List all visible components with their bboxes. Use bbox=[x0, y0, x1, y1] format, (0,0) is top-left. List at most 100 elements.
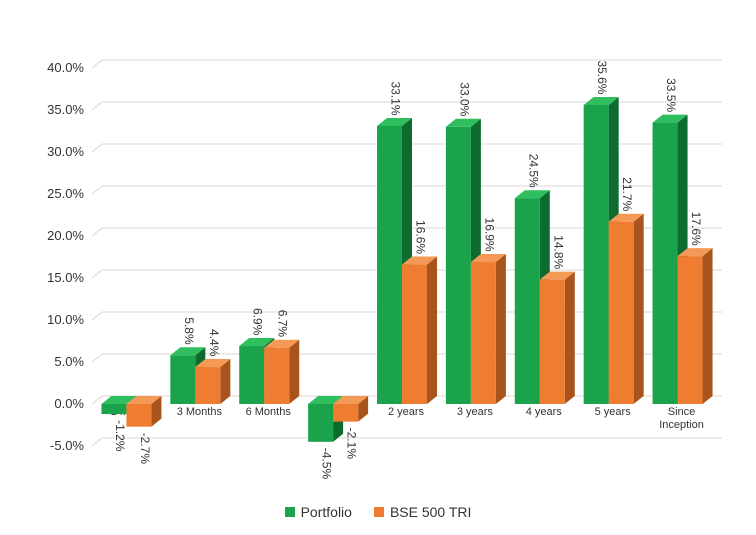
y-tick-label: 40.0% bbox=[47, 60, 84, 75]
data-label: 6.7% bbox=[276, 310, 290, 338]
data-label: 14.8% bbox=[551, 235, 565, 269]
bar-front bbox=[677, 256, 703, 404]
legend-label-bse500: BSE 500 TRI bbox=[389, 504, 472, 520]
bar-front bbox=[445, 126, 471, 405]
bar-front bbox=[101, 404, 127, 415]
data-label: 16.9% bbox=[482, 218, 496, 252]
bar-front bbox=[514, 198, 540, 404]
gridline-depth bbox=[91, 143, 103, 153]
bar-front bbox=[333, 404, 359, 422]
data-label: 16.6% bbox=[414, 220, 428, 254]
y-tick-label: 10.0% bbox=[47, 312, 84, 327]
legend-swatch-bse500 bbox=[373, 507, 384, 517]
bar-side bbox=[358, 396, 369, 422]
data-label: 17.6% bbox=[689, 212, 703, 246]
bar-top bbox=[264, 339, 300, 348]
bar-bse500 bbox=[677, 248, 713, 404]
x-tick-label: Inception bbox=[659, 419, 704, 431]
bar-side bbox=[633, 213, 644, 404]
legend: Portfolio BSE 500 TRI bbox=[0, 504, 756, 520]
x-tick-label: 2 years bbox=[388, 406, 425, 418]
bar-top bbox=[445, 118, 481, 127]
gridline-depth bbox=[91, 227, 103, 237]
bar-side bbox=[427, 256, 437, 404]
data-label: 6.9% bbox=[251, 308, 265, 336]
gridline-depth bbox=[91, 437, 103, 447]
bar-top bbox=[101, 396, 137, 404]
x-tick-label: 6 Months bbox=[246, 406, 292, 418]
bar-top bbox=[239, 338, 275, 347]
data-label: 33.0% bbox=[457, 82, 471, 116]
bar-bse500 bbox=[470, 254, 506, 404]
bar-side bbox=[495, 254, 506, 404]
bar-top bbox=[608, 213, 644, 222]
y-tick-label: 5.0% bbox=[54, 354, 84, 369]
gridline-depth bbox=[91, 395, 103, 405]
data-label: 24.5% bbox=[526, 154, 540, 188]
bar-front bbox=[126, 404, 152, 427]
bar-front bbox=[308, 404, 334, 442]
bar-front bbox=[239, 346, 265, 404]
y-tick-label: -5.0% bbox=[50, 438, 84, 453]
bar-top bbox=[126, 396, 162, 404]
bar-bse500 bbox=[333, 396, 369, 422]
bar-top bbox=[195, 359, 231, 368]
bar-front bbox=[264, 347, 290, 404]
legend-item-portfolio: Portfolio bbox=[284, 504, 352, 520]
bar-front bbox=[377, 125, 402, 405]
bar-top bbox=[583, 96, 619, 105]
bar-front bbox=[652, 122, 678, 404]
bar-top bbox=[539, 271, 575, 280]
bar-front bbox=[539, 279, 565, 404]
data-label: 33.1% bbox=[389, 81, 403, 115]
bar-bse500 bbox=[126, 396, 162, 427]
data-label: 4.4% bbox=[207, 329, 221, 357]
x-tick-label: 3 years bbox=[457, 406, 494, 418]
x-tick-label: 5 years bbox=[595, 406, 632, 418]
bar-top bbox=[677, 248, 713, 257]
y-tick-label: 25.0% bbox=[47, 186, 84, 201]
gridline-depth bbox=[91, 353, 103, 363]
bar-top bbox=[652, 114, 688, 123]
bar-front bbox=[583, 104, 609, 405]
bar-side bbox=[220, 359, 231, 404]
y-tick-label: 0.0% bbox=[54, 396, 84, 411]
gridline-depth bbox=[91, 269, 103, 279]
bar-front bbox=[195, 367, 221, 404]
bar-top bbox=[308, 396, 344, 404]
legend-item-bse500: BSE 500 TRI bbox=[373, 504, 472, 520]
bar-top bbox=[470, 254, 506, 263]
bar-bse500 bbox=[539, 271, 575, 404]
bars bbox=[101, 96, 713, 442]
bar-side bbox=[702, 248, 713, 404]
gridline-depth bbox=[91, 101, 103, 111]
data-label: -2.7% bbox=[138, 433, 152, 465]
gridline-depth bbox=[91, 185, 103, 195]
x-tick-label: Since bbox=[668, 406, 696, 418]
x-tick-label: 3 Months bbox=[177, 406, 223, 418]
bar-front bbox=[608, 221, 634, 404]
data-label: 35.6% bbox=[595, 60, 609, 94]
legend-label-portfolio: Portfolio bbox=[300, 504, 352, 520]
y-tick-label: 20.0% bbox=[47, 228, 84, 243]
y-tick-label: 30.0% bbox=[47, 144, 84, 159]
gridline-depth bbox=[91, 311, 103, 321]
bar-bse500 bbox=[608, 213, 644, 404]
y-tick-label: 35.0% bbox=[47, 102, 84, 117]
bar-top bbox=[333, 396, 369, 404]
bar-front bbox=[170, 355, 196, 404]
gridline-depth bbox=[91, 59, 103, 69]
bar-top bbox=[170, 347, 206, 356]
data-label: -2.1% bbox=[345, 428, 359, 460]
chart: -5.0% 0.0% 5.0% 10.0% 15.0% 20.0% 25.0% 30.0% 35… bbox=[47, 59, 722, 479]
bar-top bbox=[402, 256, 437, 265]
y-axis: -5.0% 0.0% 5.0% 10.0% 15.0% 20.0% 25.0% 30.0% 35… bbox=[47, 60, 84, 453]
bar-front bbox=[402, 264, 427, 404]
y-tick-label: 15.0% bbox=[47, 270, 84, 285]
data-labels: -1.2% -2.7% 5.8% 4.4% 6.9% 6.7% -4.5% -2.1% 33.1… bbox=[113, 60, 703, 479]
data-label: 5.8% bbox=[182, 317, 196, 345]
data-label: 21.7% bbox=[620, 177, 634, 211]
bar-bse500 bbox=[264, 339, 300, 404]
data-label: -4.5% bbox=[320, 448, 334, 480]
